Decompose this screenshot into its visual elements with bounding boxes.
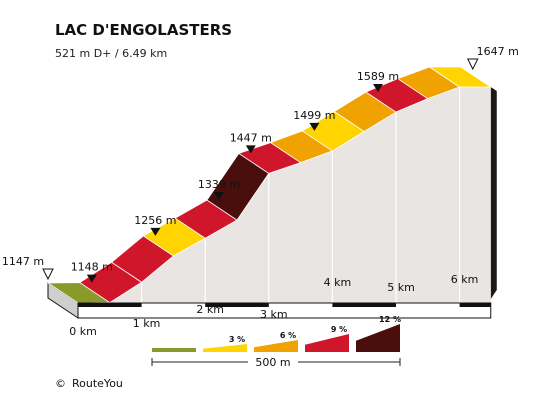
brand-name: RouteYou bbox=[72, 377, 123, 390]
km-tick-labels: 0 km 1 km 2 km 3 km 4 km 5 km 6 km bbox=[69, 273, 478, 338]
km-tick-label: 3 km bbox=[260, 308, 288, 321]
km-tick-label: 1 km bbox=[133, 317, 161, 330]
legend-label: 9 % bbox=[331, 325, 347, 334]
profile-segment bbox=[428, 66, 493, 88]
axis-bar-dark bbox=[78, 303, 142, 307]
elevation-marker bbox=[245, 145, 256, 154]
profile-top-strip bbox=[46, 66, 493, 304]
elevation-marker bbox=[214, 192, 224, 201]
legend-label: 3 % bbox=[229, 335, 245, 344]
chart-subtitle: 521 m D+ / 6.49 km bbox=[55, 47, 167, 60]
legend-swatch bbox=[356, 324, 400, 352]
profile-end-wall bbox=[490, 87, 497, 299]
profile-front-face bbox=[78, 87, 491, 303]
scale-bar: 500 m bbox=[151, 356, 401, 369]
elevation-label: 1647 m bbox=[477, 45, 519, 58]
elevation-label: 1256 m bbox=[134, 214, 176, 227]
elevation-label: 1147 m bbox=[2, 255, 44, 268]
copyright-symbol: © bbox=[55, 377, 66, 390]
elevation-marker bbox=[86, 274, 97, 283]
elevation-label: 1339 m bbox=[198, 178, 240, 191]
elevation-label: 1499 m bbox=[293, 109, 335, 122]
distance-axis-bars bbox=[77, 302, 492, 319]
legend-swatch bbox=[152, 348, 196, 352]
elevation-marker bbox=[150, 227, 161, 236]
km-tick-label: 0 km bbox=[69, 325, 97, 338]
elevation-marker bbox=[373, 84, 383, 93]
elevation-label: 1447 m bbox=[230, 131, 272, 144]
axis-bar-dark bbox=[205, 303, 269, 307]
legend-label: 6 % bbox=[280, 331, 296, 340]
km-tick-label: 5 km bbox=[387, 281, 415, 294]
scale-label: 500 m bbox=[255, 356, 290, 369]
km-tick-label: 2 km bbox=[196, 303, 224, 316]
elevation-label: 1589 m bbox=[357, 70, 399, 83]
elevation-labels: 1147 m 1148 m 1256 m 1339 m 1447 m 1499 m 1589… bbox=[2, 45, 519, 283]
legend-swatch bbox=[305, 334, 349, 352]
elevation-marker bbox=[309, 122, 320, 131]
axis-bar-dark bbox=[459, 303, 491, 307]
grade-legend: 3 % 6 % 9 % 12 % bbox=[152, 315, 401, 352]
legend-label: 12 % bbox=[379, 315, 401, 324]
legend-swatch bbox=[254, 340, 298, 352]
start-marker bbox=[42, 268, 54, 281]
legend-swatch bbox=[203, 344, 247, 352]
km-tick-label: 6 km bbox=[451, 273, 479, 286]
elevation-label: 1148 m bbox=[71, 261, 113, 274]
chart-title: LAC D'ENGOLASTERS bbox=[55, 21, 232, 39]
axis-bar-dark bbox=[332, 303, 396, 307]
end-marker bbox=[466, 58, 479, 71]
copyright-footer: © RouteYou bbox=[55, 377, 123, 390]
km-tick-label: 4 km bbox=[324, 276, 352, 289]
